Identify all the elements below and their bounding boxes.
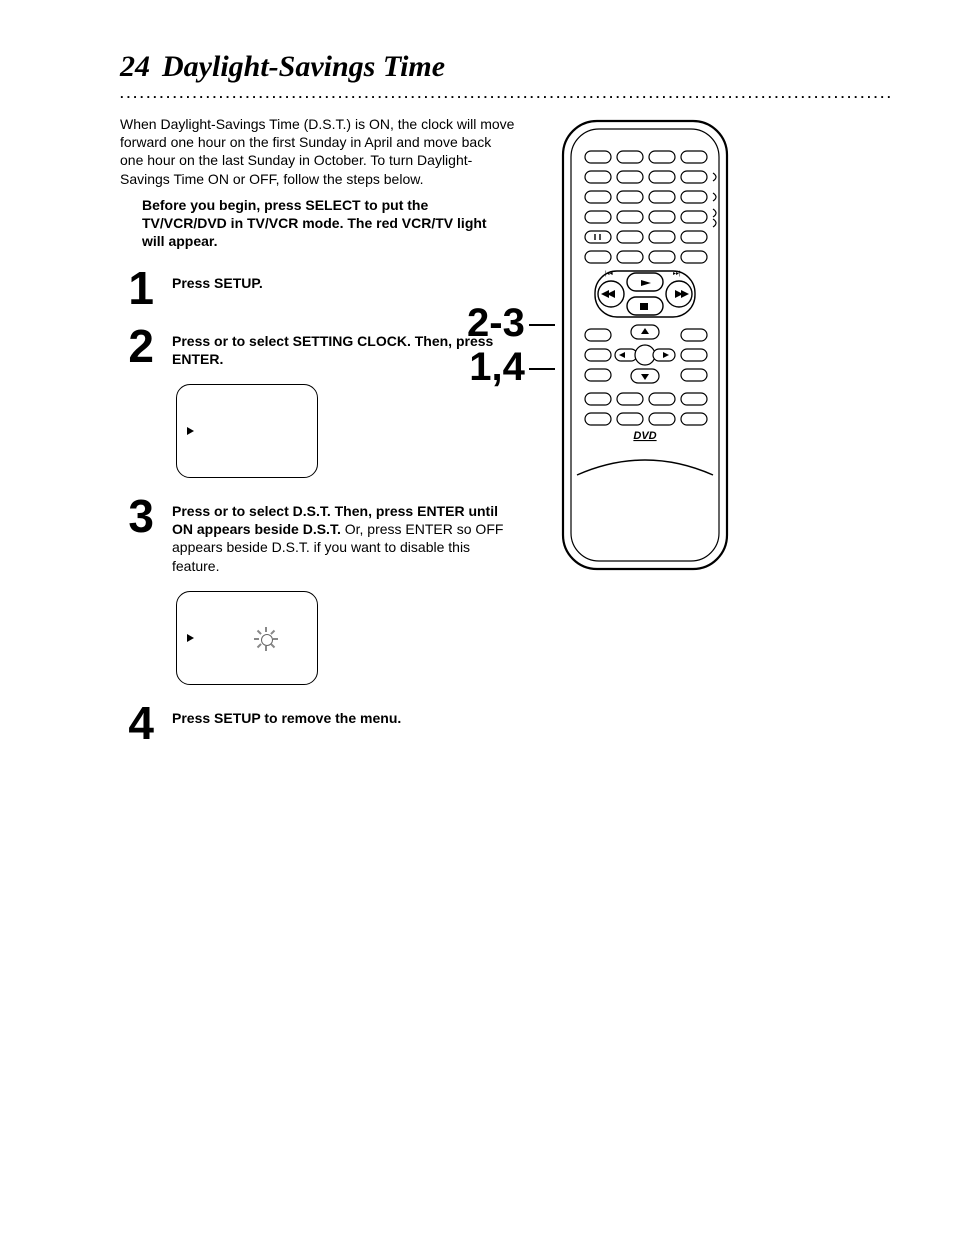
intro-text: When Daylight-Savings Time (D.S.T.) is O… xyxy=(120,115,515,188)
page-header: 24 Daylight-Savings Time xyxy=(120,50,894,84)
callout-1: 2-3 xyxy=(467,301,525,345)
remote-diagram: |◂◂ ▸▸| xyxy=(555,115,835,575)
callout-line-icon xyxy=(529,324,555,326)
step-2: 2 Press or to select SETTING CLOCK. Then… xyxy=(120,326,515,368)
sun-icon xyxy=(255,628,277,650)
play-icon xyxy=(187,634,194,642)
page-title: Daylight-Savings Time xyxy=(162,50,445,83)
remote-svg: |◂◂ ▸▸| xyxy=(555,115,735,575)
step-body: Press or to select SETTING CLOCK. Then, … xyxy=(172,326,515,368)
content-columns: When Daylight-Savings Time (D.S.T.) is O… xyxy=(120,115,894,760)
step-4: 4 Press SETUP to remove the menu. xyxy=(120,703,515,744)
screen-diagram-2 xyxy=(176,591,318,685)
manual-page: 24Daylight-Savings Time ................… xyxy=(0,0,954,820)
page-number: 24 xyxy=(120,50,150,83)
callout-2: 1,4 xyxy=(469,345,525,389)
step-body: Press SETUP. xyxy=(172,268,263,292)
step-number: 1 xyxy=(120,268,154,309)
svg-text:▸▸|: ▸▸| xyxy=(673,271,681,277)
step-3: 3 Press or to select D.S.T. Then, press … xyxy=(120,496,515,575)
step-body: Press or to select D.S.T. Then, press EN… xyxy=(172,496,515,575)
pre-instruction: Before you begin, press SELECT to put th… xyxy=(142,196,492,251)
step-number: 2 xyxy=(120,326,154,367)
screen-diagram-1 xyxy=(176,384,318,478)
remote-callouts: 2-3 1,4 xyxy=(467,301,555,389)
right-column: 2-3 1,4 xyxy=(555,115,835,575)
step-number: 3 xyxy=(120,496,154,537)
left-column: When Daylight-Savings Time (D.S.T.) is O… xyxy=(120,115,515,760)
play-icon xyxy=(187,427,194,435)
divider-dots: ........................................… xyxy=(120,86,894,101)
step-number: 4 xyxy=(120,703,154,744)
step-1: 1 Press SETUP. xyxy=(120,268,515,309)
callout-line-icon xyxy=(529,368,555,370)
dvd-label: DVD xyxy=(633,430,656,442)
svg-text:|◂◂: |◂◂ xyxy=(605,271,613,277)
step-body: Press SETUP to remove the menu. xyxy=(172,703,401,727)
